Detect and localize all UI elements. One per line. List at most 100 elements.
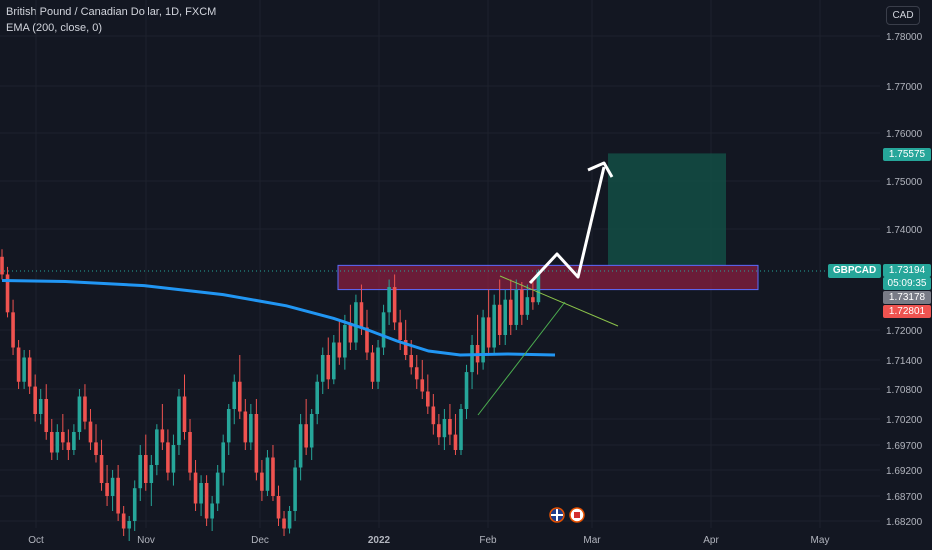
- candle-body: [370, 352, 375, 382]
- candle-body: [182, 396, 187, 432]
- target-zone[interactable]: [608, 153, 726, 266]
- y-tick-label: 1.68700: [886, 492, 923, 503]
- candle-body: [343, 324, 347, 358]
- maple-mark: [574, 512, 580, 518]
- x-tick-label: Nov: [137, 535, 155, 546]
- currency-button[interactable]: CAD: [886, 6, 920, 25]
- candle-body: [470, 345, 474, 373]
- candle-body: [354, 302, 358, 343]
- candle-body: [55, 432, 60, 453]
- candle-body: [5, 274, 10, 313]
- candle-body: [381, 312, 386, 348]
- candle-body: [204, 483, 209, 519]
- candle-body: [376, 347, 380, 382]
- candle-body: [66, 442, 71, 450]
- candle-body: [320, 355, 325, 382]
- candle-body: [177, 396, 181, 445]
- candle-body: [132, 488, 137, 521]
- candle-body: [271, 457, 275, 496]
- candle-body: [514, 289, 519, 325]
- candle-body: [293, 467, 297, 511]
- x-tick-label: Mar: [583, 535, 601, 546]
- candle-body: [365, 327, 369, 353]
- candle-body: [287, 511, 292, 529]
- candle-body: [166, 442, 170, 473]
- candle-body: [315, 381, 320, 414]
- candle-body: [332, 342, 336, 380]
- x-tick-label: Feb: [479, 535, 497, 546]
- x-axis[interactable]: Oct Nov Dec 2022 Feb Mar Apr May: [28, 535, 829, 546]
- y-tick-label: 1.78000: [886, 32, 923, 43]
- x-tick-label: Apr: [703, 535, 719, 546]
- candle-body: [348, 324, 353, 343]
- candle-body: [282, 518, 286, 529]
- candle-body: [453, 434, 458, 450]
- candle-body: [210, 503, 214, 519]
- chart-title: British Pound / Canadian Dollar, 1D, FXC…: [6, 6, 217, 18]
- lower-trendline[interactable]: [477, 301, 566, 416]
- y-axis[interactable]: 1.78000 1.77000 1.76000 1.75000 1.74000 1.720…: [886, 32, 923, 528]
- y-tick-label: 1.70800: [886, 385, 923, 396]
- candle-body: [298, 424, 303, 468]
- x-tick-label: May: [811, 535, 830, 546]
- candle-body: [160, 429, 165, 443]
- upper-trendline[interactable]: [499, 275, 619, 327]
- candle-body: [215, 472, 220, 504]
- projection-arrow[interactable]: [528, 166, 606, 285]
- candle-body: [127, 521, 131, 529]
- candle-body: [304, 424, 308, 448]
- candle-body: [11, 312, 15, 348]
- candle-body: [77, 396, 82, 432]
- candle-body: [337, 342, 342, 358]
- candle-body: [0, 256, 4, 275]
- x-tick-label: 2022: [368, 535, 391, 546]
- candle-body: [254, 414, 259, 473]
- candle-body: [155, 429, 159, 465]
- candle-body: [38, 399, 43, 414]
- candle-body: [520, 289, 524, 315]
- candle-body: [503, 299, 508, 335]
- arrow-head-icon: [587, 161, 614, 178]
- countdown-tag: 05:09:35: [883, 277, 931, 290]
- candle-body: [83, 396, 87, 422]
- candle-body: [110, 477, 115, 496]
- resistance-zone[interactable]: [337, 264, 759, 291]
- candle-body: [420, 379, 425, 392]
- candle-body: [531, 297, 535, 303]
- candle-body: [481, 317, 485, 363]
- candle-body: [359, 302, 364, 328]
- indicator-label[interactable]: EMA (200, close, 0): [6, 22, 102, 34]
- candle-body: [44, 399, 49, 432]
- y-tick-label: 1.77000: [886, 82, 923, 93]
- last-price-tag: 1.73194: [883, 264, 931, 277]
- candle-body: [486, 317, 491, 348]
- y-tick-label: 1.76000: [886, 129, 923, 140]
- candle-body: [492, 304, 496, 348]
- candle-body: [508, 299, 513, 325]
- grid-lines: [0, 0, 880, 528]
- y-tick-label: 1.74000: [886, 225, 923, 236]
- y-tick-label: 1.75000: [886, 177, 923, 188]
- candle-body: [199, 483, 203, 504]
- candle-body: [525, 297, 530, 315]
- candle-body: [16, 347, 21, 382]
- candle-body: [536, 271, 541, 303]
- candle-body: [497, 304, 502, 335]
- candle-body: [392, 287, 397, 323]
- candle-body: [88, 421, 93, 443]
- candle-body: [149, 465, 154, 483]
- candle-body: [398, 322, 402, 340]
- candle-body: [414, 367, 419, 380]
- candle-body: [237, 381, 242, 412]
- candle-body: [431, 406, 436, 425]
- event-icons[interactable]: [549, 507, 585, 523]
- target-price-tag: 1.75575: [883, 148, 931, 161]
- candle-body: [49, 432, 54, 453]
- candle-body: [193, 472, 198, 504]
- candle-body: [121, 513, 126, 529]
- candle-body: [265, 457, 270, 491]
- candle-body: [387, 287, 391, 313]
- x-tick-label: Oct: [28, 535, 44, 546]
- y-tick-label: 1.68200: [886, 517, 923, 528]
